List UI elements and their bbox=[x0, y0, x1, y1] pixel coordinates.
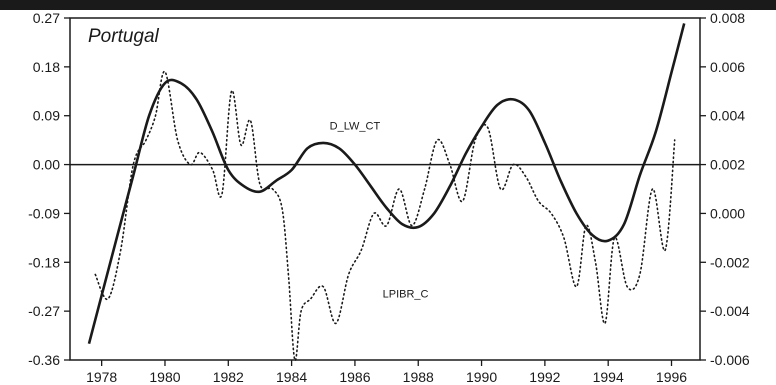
x-tick-label: 1986 bbox=[339, 369, 370, 385]
right-tick-label: 0.004 bbox=[710, 108, 745, 124]
left-tick-label: -0.36 bbox=[28, 352, 60, 368]
left-tick-label: -0.09 bbox=[28, 205, 60, 221]
right-tick-label: 0.000 bbox=[710, 205, 745, 221]
left-axis-ticks: 0.27 0.18 0.09 0.00 -0.09 -0.18 -0.27 -0.36 bbox=[28, 10, 70, 368]
x-tick-label: 1980 bbox=[149, 369, 180, 385]
right-tick-label: 0.002 bbox=[710, 157, 745, 173]
left-tick-label: 0.09 bbox=[33, 108, 60, 124]
x-tick-label: 1984 bbox=[276, 369, 307, 385]
series-line-lpibr-c bbox=[94, 70, 676, 361]
x-tick-label: 1996 bbox=[656, 369, 687, 385]
x-tick-label: 1990 bbox=[466, 369, 497, 385]
x-axis-ticks: 1978 1980 1982 1984 1986 1988 1990 1992 1994 1996 bbox=[86, 360, 687, 385]
chart-title: Portugal bbox=[88, 26, 160, 47]
x-tick-label: 1982 bbox=[213, 369, 244, 385]
x-tick-label: 1978 bbox=[86, 369, 117, 385]
right-tick-label: -0.006 bbox=[710, 352, 750, 368]
right-tick-label: 0.008 bbox=[710, 10, 745, 26]
plot-frame bbox=[69, 17, 701, 361]
right-tick-label: 0.006 bbox=[710, 59, 745, 75]
left-tick-label: 0.00 bbox=[33, 157, 60, 173]
left-tick-label: -0.27 bbox=[28, 303, 60, 319]
left-tick-label: 0.27 bbox=[33, 10, 60, 26]
right-tick-label: -0.002 bbox=[710, 254, 750, 270]
series-layer bbox=[87, 23, 686, 361]
left-tick-label: -0.18 bbox=[28, 254, 60, 270]
left-tick-label: 0.18 bbox=[33, 59, 60, 75]
x-tick-label: 1988 bbox=[403, 369, 434, 385]
x-tick-label: 1994 bbox=[593, 369, 624, 385]
top-border-band bbox=[0, 0, 776, 10]
right-axis-ticks: 0.008 0.006 0.004 0.002 0.000 -0.002 -0.004 -0.… bbox=[700, 10, 750, 368]
series-annotation: D_LW_CT bbox=[330, 120, 381, 132]
x-tick-label: 1992 bbox=[529, 369, 560, 385]
series-annotation: LPIBR_C bbox=[383, 289, 429, 301]
right-tick-label: -0.004 bbox=[710, 303, 750, 319]
annotation-layer: D_LW_CT LPIBR_C bbox=[330, 120, 429, 300]
